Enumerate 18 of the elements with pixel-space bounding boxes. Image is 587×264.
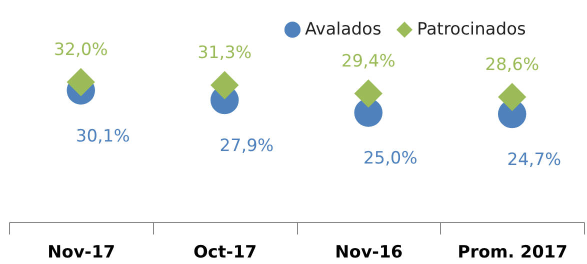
data-label: 30,1% — [76, 126, 130, 146]
point — [66, 68, 96, 96]
legend-label: Patrocinados — [417, 20, 526, 40]
x-tick-label: Oct-17 — [193, 242, 257, 262]
point — [498, 82, 526, 112]
data-label: 31,3% — [198, 43, 252, 64]
legend-label: Avalados — [305, 20, 382, 40]
x-tick-label: Nov-16 — [335, 242, 403, 262]
point — [354, 79, 383, 108]
data-label: 29,4% — [341, 51, 396, 72]
data-label: 25,0% — [363, 148, 418, 169]
data-label: 32,0% — [54, 40, 108, 60]
data-label: 27,9% — [220, 136, 274, 156]
data-label: 24,7% — [507, 150, 562, 170]
point — [210, 71, 239, 100]
x-tick-label: Prom. 2017 — [458, 242, 568, 262]
x-tick-label: Nov-17 — [48, 242, 116, 262]
data-label: 28,6% — [485, 54, 540, 75]
